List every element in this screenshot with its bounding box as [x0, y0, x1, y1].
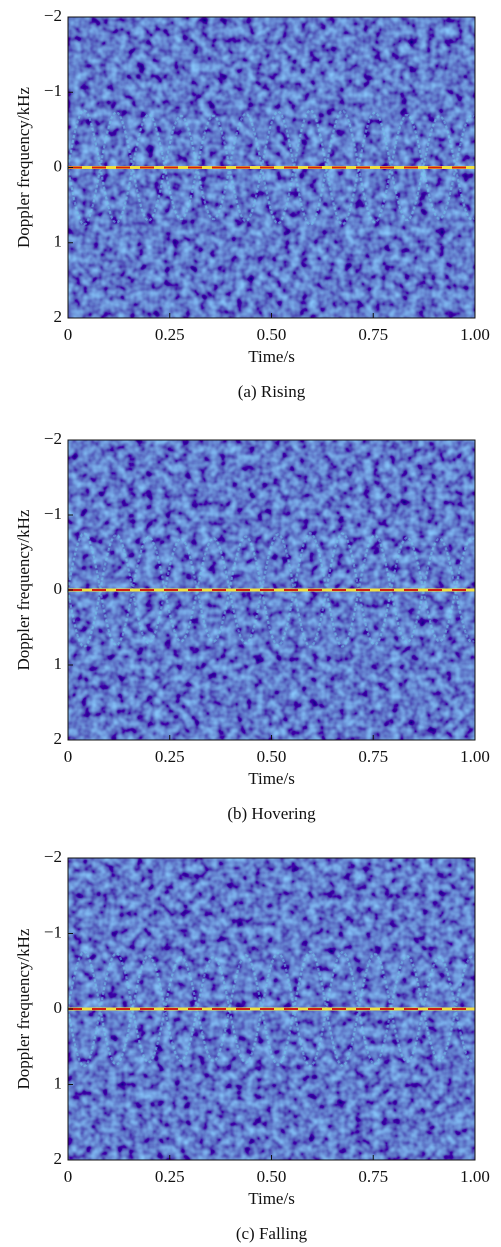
y-tick-label: −2	[44, 429, 62, 448]
y-tick-label: 1	[54, 1073, 63, 1092]
x-tick-label: 0	[64, 1167, 73, 1186]
x-tick-label: 0.50	[257, 325, 287, 344]
y-tick-label: −2	[44, 6, 62, 25]
y-tick-label: 0	[54, 579, 63, 598]
caption: (c) Falling	[236, 1224, 308, 1243]
caption: (b) Hovering	[227, 804, 316, 823]
x-tick-label: 0.25	[155, 325, 185, 344]
caption: (a) Rising	[238, 382, 306, 401]
signature-curve	[66, 109, 475, 226]
y-axis-label: Doppler frequency/kHz	[14, 87, 33, 248]
x-tick-label: 0.75	[358, 325, 388, 344]
x-tick-label: 0.50	[257, 747, 287, 766]
x-tick-label: 0.25	[155, 747, 185, 766]
x-tick-label: 0.25	[155, 1167, 185, 1186]
y-tick-label: −2	[44, 847, 62, 866]
x-tick-label: 0.50	[257, 1167, 287, 1186]
signature-curve	[66, 531, 475, 649]
y-axis-label: Doppler frequency/kHz	[14, 928, 33, 1089]
x-tick-label: 0	[64, 747, 73, 766]
y-tick-label: 0	[54, 998, 63, 1017]
signature-curve	[66, 531, 475, 649]
x-tick-label: 0	[64, 325, 73, 344]
x-tick-label: 1.00	[460, 1167, 490, 1186]
y-tick-label: −1	[44, 922, 62, 941]
y-tick-label: 1	[54, 654, 63, 673]
x-tick-label: 1.00	[460, 747, 490, 766]
y-tick-label: 2	[54, 729, 63, 748]
y-tick-label: 2	[54, 1149, 63, 1168]
signature-curve	[66, 109, 475, 226]
y-axis-label: Doppler frequency/kHz	[14, 509, 33, 670]
x-tick-label: 1.00	[460, 325, 490, 344]
signature-curve	[66, 950, 475, 1068]
y-tick-label: −1	[44, 504, 62, 523]
y-tick-label: −1	[44, 81, 62, 100]
y-tick-label: 1	[54, 232, 63, 251]
x-tick-label: 0.75	[358, 747, 388, 766]
x-axis-label: Time/s	[248, 1189, 295, 1208]
signature-curve	[66, 950, 475, 1068]
y-tick-label: 0	[54, 156, 63, 175]
y-tick-label: 2	[54, 307, 63, 326]
x-axis-label: Time/s	[248, 347, 295, 366]
x-tick-label: 0.75	[358, 1167, 388, 1186]
x-axis-label: Time/s	[248, 769, 295, 788]
